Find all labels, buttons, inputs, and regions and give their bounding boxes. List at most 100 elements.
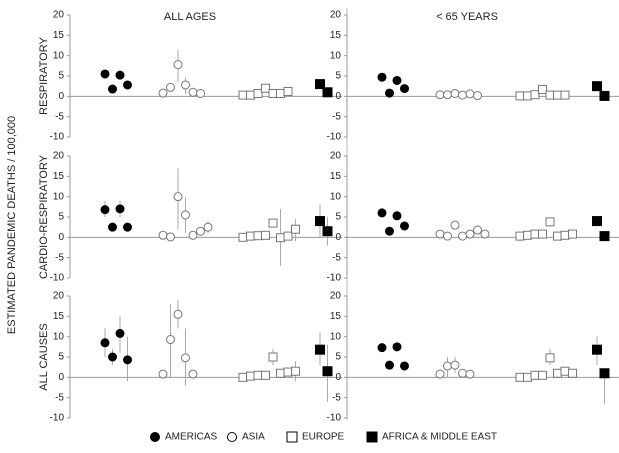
data-point bbox=[268, 352, 278, 362]
y-tick-label: 15 bbox=[53, 171, 65, 182]
y-tick-label: 0 bbox=[335, 91, 341, 102]
data-point bbox=[385, 88, 394, 98]
data-point bbox=[450, 88, 460, 98]
data-point bbox=[568, 368, 577, 378]
legend-marker bbox=[150, 432, 160, 442]
data-point bbox=[268, 218, 278, 228]
data-point bbox=[196, 226, 205, 236]
legend-label: EUROPE bbox=[302, 432, 345, 443]
data-point bbox=[538, 229, 547, 239]
data-point bbox=[108, 84, 117, 94]
y-tick-label: -10 bbox=[50, 132, 65, 143]
legend-label: AMERICAS bbox=[165, 432, 218, 443]
data-point bbox=[115, 204, 125, 214]
data-point bbox=[261, 230, 270, 240]
data-point bbox=[158, 369, 168, 379]
data-point bbox=[115, 70, 125, 80]
y-tick-label: -5 bbox=[332, 252, 341, 263]
data-point bbox=[435, 90, 445, 100]
data-point bbox=[203, 222, 213, 232]
y-tick-label: 0 bbox=[58, 232, 64, 243]
y-tick-label: -10 bbox=[50, 413, 65, 424]
data-point bbox=[538, 84, 547, 94]
data-point bbox=[276, 88, 285, 98]
data-point bbox=[188, 87, 198, 97]
data-point bbox=[322, 87, 333, 98]
data-point bbox=[173, 192, 183, 202]
data-point bbox=[599, 231, 610, 242]
data-point bbox=[450, 360, 460, 370]
panel-title: ALL AGES bbox=[164, 11, 216, 23]
y-tick-label: 15 bbox=[330, 171, 342, 182]
data-point bbox=[196, 88, 205, 98]
y-tick-label: 0 bbox=[58, 372, 64, 383]
data-point bbox=[560, 230, 570, 240]
y-tick-label: 20 bbox=[330, 151, 342, 162]
data-point bbox=[465, 89, 475, 99]
data-point bbox=[458, 231, 467, 241]
data-point bbox=[592, 216, 602, 227]
y-tick-label: 0 bbox=[335, 372, 341, 383]
data-point bbox=[276, 233, 285, 243]
y-tick-label: -5 bbox=[55, 252, 64, 263]
data-point bbox=[443, 361, 452, 371]
data-point bbox=[123, 355, 132, 365]
legend-label: AFRICA & MIDDLE EAST bbox=[382, 432, 497, 443]
data-point bbox=[291, 366, 300, 376]
data-point bbox=[158, 88, 168, 98]
y-tick-label: 15 bbox=[330, 30, 342, 41]
legend-marker bbox=[366, 431, 378, 443]
data-point bbox=[599, 90, 610, 101]
data-point bbox=[315, 216, 325, 227]
row-label: ALL CAUSES bbox=[38, 323, 50, 390]
y-tick-label: 5 bbox=[58, 71, 64, 82]
data-point bbox=[181, 210, 190, 220]
data-point bbox=[115, 328, 125, 338]
y-tick-label: 20 bbox=[330, 10, 342, 21]
data-point bbox=[261, 83, 270, 93]
data-point bbox=[385, 226, 394, 236]
data-point bbox=[377, 72, 387, 82]
data-point bbox=[238, 232, 248, 242]
data-point bbox=[400, 84, 409, 94]
data-point bbox=[253, 370, 263, 380]
data-point bbox=[181, 353, 190, 363]
data-point bbox=[599, 368, 610, 379]
data-point bbox=[515, 372, 525, 382]
data-point bbox=[458, 368, 467, 378]
data-point bbox=[166, 82, 175, 92]
data-point bbox=[480, 229, 490, 239]
y-tick-label: 20 bbox=[53, 291, 65, 302]
y-tick-label: -10 bbox=[50, 273, 65, 284]
data-point bbox=[545, 90, 555, 100]
data-point bbox=[322, 366, 333, 377]
y-tick-label: -5 bbox=[332, 392, 341, 403]
data-point bbox=[592, 344, 602, 355]
data-point bbox=[443, 90, 452, 100]
y-tick-label: 20 bbox=[53, 151, 65, 162]
data-point bbox=[435, 369, 445, 379]
data-point bbox=[560, 90, 570, 100]
data-point bbox=[283, 367, 293, 377]
data-point bbox=[592, 81, 602, 92]
y-tick-label: 10 bbox=[330, 50, 342, 61]
data-point bbox=[246, 90, 255, 100]
figure-y-label: ESTIMATED PANDEMIC DEATHS / 100,000 bbox=[6, 116, 18, 334]
data-point bbox=[530, 90, 540, 100]
data-point bbox=[385, 360, 394, 370]
data-point bbox=[100, 205, 110, 215]
y-tick-label: -10 bbox=[327, 132, 342, 143]
data-point bbox=[523, 372, 532, 382]
data-point bbox=[166, 232, 175, 242]
data-point bbox=[238, 372, 248, 382]
data-point bbox=[123, 80, 132, 90]
data-point bbox=[530, 370, 540, 380]
data-point bbox=[473, 91, 482, 101]
legend-marker bbox=[227, 432, 237, 442]
y-tick-label: 10 bbox=[53, 50, 65, 61]
y-tick-label: -5 bbox=[55, 111, 64, 122]
data-point bbox=[538, 370, 547, 380]
y-tick-label: 5 bbox=[335, 352, 341, 363]
y-tick-label: 15 bbox=[53, 30, 65, 41]
row-label: RESPIRATORY bbox=[38, 37, 50, 115]
